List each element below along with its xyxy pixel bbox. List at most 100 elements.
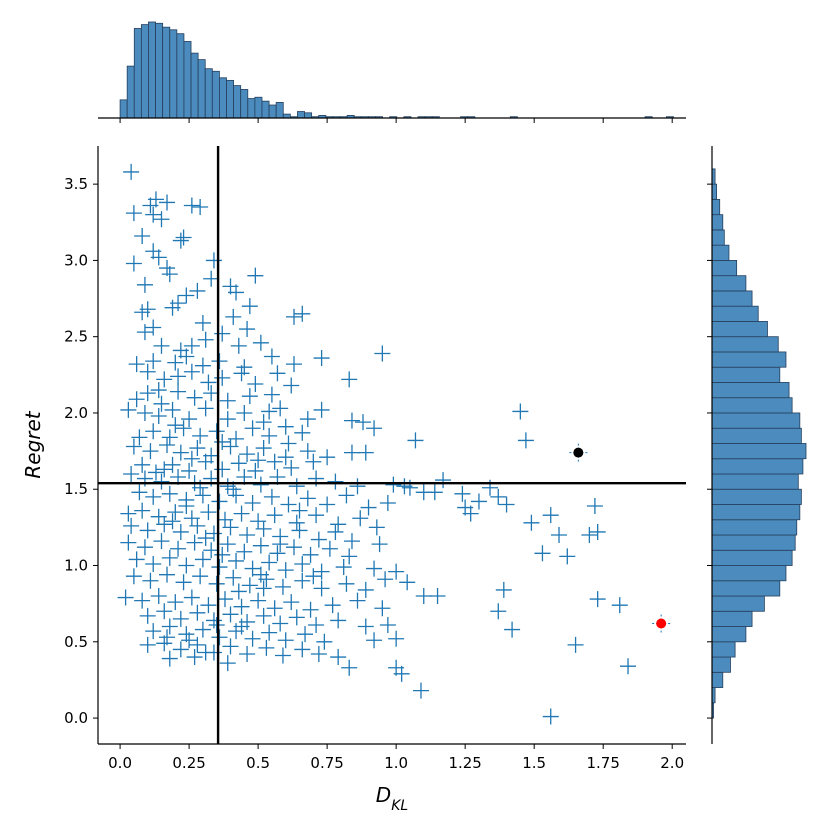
scatter-point	[219, 392, 236, 409]
scatter-point	[205, 612, 222, 629]
scatter-point	[429, 588, 446, 605]
scatter-point	[349, 478, 366, 495]
scatter-point	[125, 568, 142, 585]
scatter-point	[214, 325, 231, 342]
scatter-point	[321, 540, 338, 557]
x-axis-label: DKL	[376, 783, 408, 814]
scatter-point	[261, 554, 278, 571]
scatter-point	[228, 552, 245, 569]
scatter-point	[255, 440, 272, 457]
scatter-point	[399, 574, 416, 591]
scatter-point	[211, 559, 228, 576]
scatter-point	[145, 353, 162, 370]
scatter-point	[343, 444, 360, 461]
scatter-point	[233, 618, 250, 635]
scatter-point	[131, 484, 148, 501]
scatter-point	[366, 420, 383, 437]
scatter-point	[542, 708, 559, 725]
right-histogram-bar	[711, 641, 736, 658]
scatter-point	[142, 443, 159, 460]
scatter-point	[286, 356, 302, 373]
top-histogram-bar	[261, 100, 270, 119]
scatter-point	[244, 494, 261, 511]
scatter-point	[145, 623, 162, 640]
scatter-point	[219, 655, 236, 672]
scatter-point	[272, 536, 289, 553]
scatter-point	[294, 424, 311, 441]
top-histogram-bar	[240, 89, 249, 119]
scatter-point	[357, 444, 374, 461]
scatter-point	[230, 337, 247, 354]
scatter-point	[134, 228, 151, 245]
scatter-point	[252, 476, 269, 493]
scatter-point	[343, 412, 360, 429]
top-histogram-bar	[190, 52, 199, 119]
scatter-point	[244, 560, 261, 577]
top-histogram-bar	[183, 41, 192, 119]
scatter-point	[139, 607, 156, 624]
scatter-point	[470, 493, 487, 510]
x-tick-label: 0.75	[310, 754, 343, 772]
x-tick-label: 1.25	[448, 754, 481, 772]
scatter-point	[288, 514, 305, 531]
scatter-point	[236, 359, 253, 376]
scatter-point	[379, 494, 396, 511]
scatter-point	[156, 371, 173, 388]
scatter-point	[294, 641, 311, 658]
scatter-point	[567, 636, 584, 653]
scatter-point	[360, 499, 377, 516]
top-histogram-bar	[126, 65, 135, 119]
scatter-point	[330, 612, 347, 629]
scatter-point	[319, 449, 336, 466]
scatter-point	[161, 485, 178, 502]
scatter-point	[136, 404, 153, 421]
scatter-point	[145, 423, 162, 440]
scatter-point	[200, 597, 217, 614]
scatter-point	[222, 438, 239, 455]
scatter-point	[214, 461, 231, 478]
right-histogram-bar	[711, 671, 724, 688]
scatter-point	[415, 588, 432, 605]
right-histogram-bar	[711, 580, 781, 597]
scatter-point	[299, 411, 316, 428]
x-tick-label: 1.5	[522, 754, 546, 772]
scatter-point	[244, 630, 261, 647]
scatter-point	[145, 206, 162, 223]
scatter-point	[302, 546, 319, 563]
scatter-point	[341, 548, 358, 565]
top-histogram-bar	[133, 28, 142, 119]
scatter-point	[299, 490, 316, 507]
scatter-point	[435, 472, 452, 489]
scatter-point	[272, 400, 289, 417]
scatter-point	[175, 574, 192, 591]
scatter-point	[274, 578, 291, 595]
right-histogram-bar	[711, 488, 802, 505]
x-axis-label-sub: KL	[391, 798, 408, 814]
scatter-point	[283, 377, 300, 394]
scatter-point	[120, 534, 137, 551]
scatter-point	[374, 345, 391, 362]
scatter-point	[412, 682, 429, 699]
scatter-point	[164, 513, 181, 530]
scatter-point	[341, 371, 358, 388]
scatter-point	[178, 287, 195, 304]
scatter-point	[277, 632, 294, 649]
y-tick-label: 0.0	[64, 709, 88, 727]
scatter-point	[136, 324, 153, 341]
scatter-point	[225, 308, 242, 325]
right-histogram-bar	[711, 519, 798, 536]
scatter-point	[288, 478, 305, 495]
right-histogram-bar	[711, 290, 753, 307]
scatter-point	[172, 444, 189, 461]
scatter-point	[377, 571, 394, 588]
scatter-point	[150, 249, 167, 266]
scatter-point	[385, 476, 402, 493]
scatter-point	[239, 645, 256, 662]
highlight-point	[573, 447, 584, 458]
right-histogram-bar	[711, 382, 790, 399]
scatter-point	[156, 461, 173, 478]
scatter-point	[145, 488, 162, 505]
scatter-point	[123, 163, 140, 180]
scatter-point	[131, 429, 148, 446]
